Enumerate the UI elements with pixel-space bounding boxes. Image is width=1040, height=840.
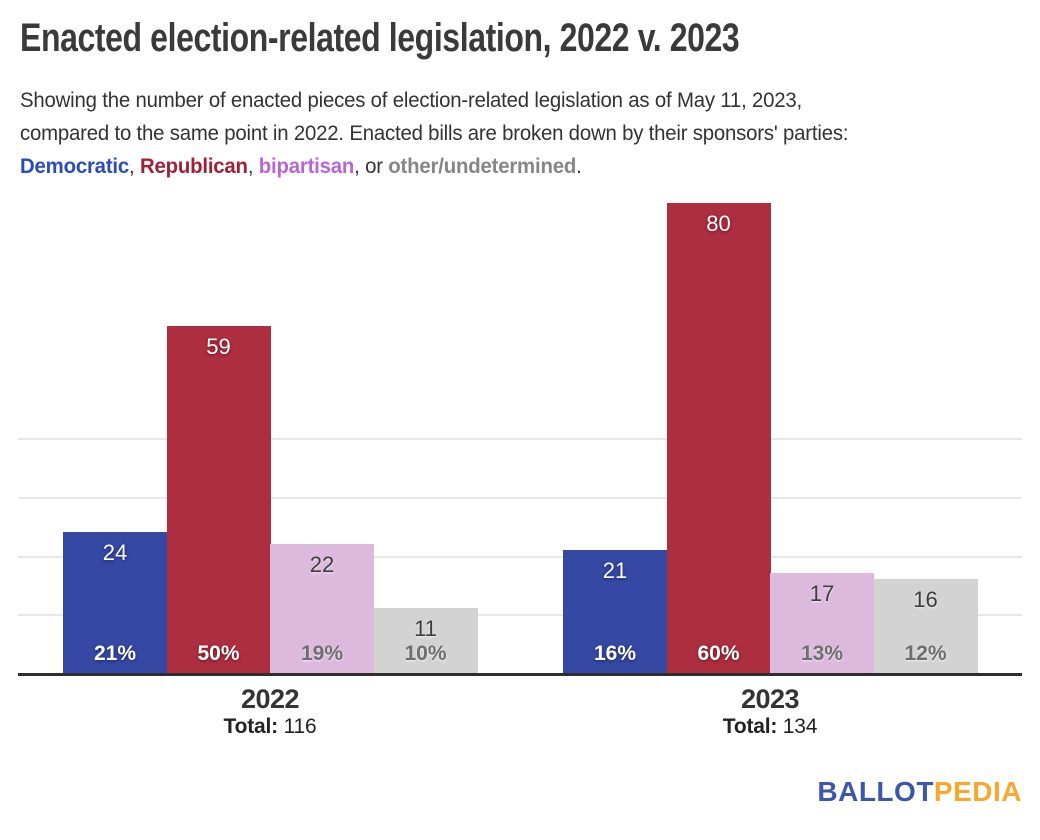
bar-2023-other/undetermined: 16 12% — [873, 579, 978, 673]
bar-value-label: 22 — [309, 552, 335, 577]
grid-line — [18, 438, 1022, 440]
separator: , — [247, 155, 259, 178]
bar-value-label: 16 — [913, 587, 938, 612]
subtitle-line-2: compared to the same point in 2022. Enac… — [20, 122, 849, 145]
legend-bipartisan: bipartisan — [258, 155, 355, 178]
bar-value-label: 17 — [809, 581, 835, 606]
grid-line — [18, 555, 1022, 558]
chart-title: Enacted election-related legislation, 20… — [20, 16, 740, 60]
subtitle-line-1: Showing the number of enacted pieces of … — [20, 89, 803, 112]
total-label-2023: Total: 134 — [722, 715, 818, 738]
legend-republican: Republican — [139, 155, 248, 178]
bar-value-label: 21 — [602, 558, 628, 583]
bar-percent-label: 50% — [197, 642, 240, 665]
separator: , — [129, 155, 140, 178]
bar-2022-bipartisan: 22 19% — [270, 544, 374, 673]
bar-value-label: 80 — [706, 211, 731, 236]
bar-percent-label: 12% — [904, 642, 947, 665]
legend-other-undetermined: other/undetermined — [388, 155, 577, 178]
bar-percent-label: 60% — [697, 642, 740, 665]
logo-ballot-text: BALLOT — [817, 776, 934, 807]
bar-percent-label: 19% — [300, 642, 344, 665]
bar-2023-republican: 80 60% — [666, 203, 771, 673]
grid-line — [18, 496, 1022, 499]
total-label-2022: Total: 116 — [223, 715, 317, 738]
grid-line — [18, 614, 1022, 617]
logo-pedia-text: PEDIA — [933, 776, 1022, 807]
ballotpedia-logo: BALLOTPEDIA — [817, 776, 1022, 808]
bar-value-label: 24 — [102, 540, 128, 565]
bar-2022-republican: 59 50% — [166, 326, 271, 673]
bar-2022-democratic: 24 21% — [63, 532, 167, 673]
bar-percent-label: 16% — [593, 642, 637, 665]
legend-democratic: Democratic — [20, 155, 130, 178]
bar-2022-other/undetermined: 11 10% — [373, 608, 478, 673]
x-axis-label-2022: 2022 — [240, 684, 300, 714]
x-axis-label-2023: 2023 — [740, 684, 800, 714]
bar-value-label: 59 — [206, 334, 231, 359]
chart-subtitle: Showing the number of enacted pieces of … — [20, 84, 848, 183]
separator: . — [576, 155, 582, 178]
x-axis-baseline — [18, 673, 1022, 676]
bar-percent-label: 13% — [800, 642, 844, 665]
total-prefix: Total: — [223, 715, 279, 738]
total-prefix: Total: — [722, 715, 778, 738]
bar-value-label: 11 — [414, 616, 437, 641]
bar-2023-bipartisan: 17 13% — [770, 573, 874, 673]
separator: , or — [354, 155, 389, 178]
bar-percent-label: 10% — [404, 642, 447, 665]
bar-percent-label: 21% — [93, 642, 137, 665]
bar-2023-democratic: 21 16% — [563, 550, 667, 673]
